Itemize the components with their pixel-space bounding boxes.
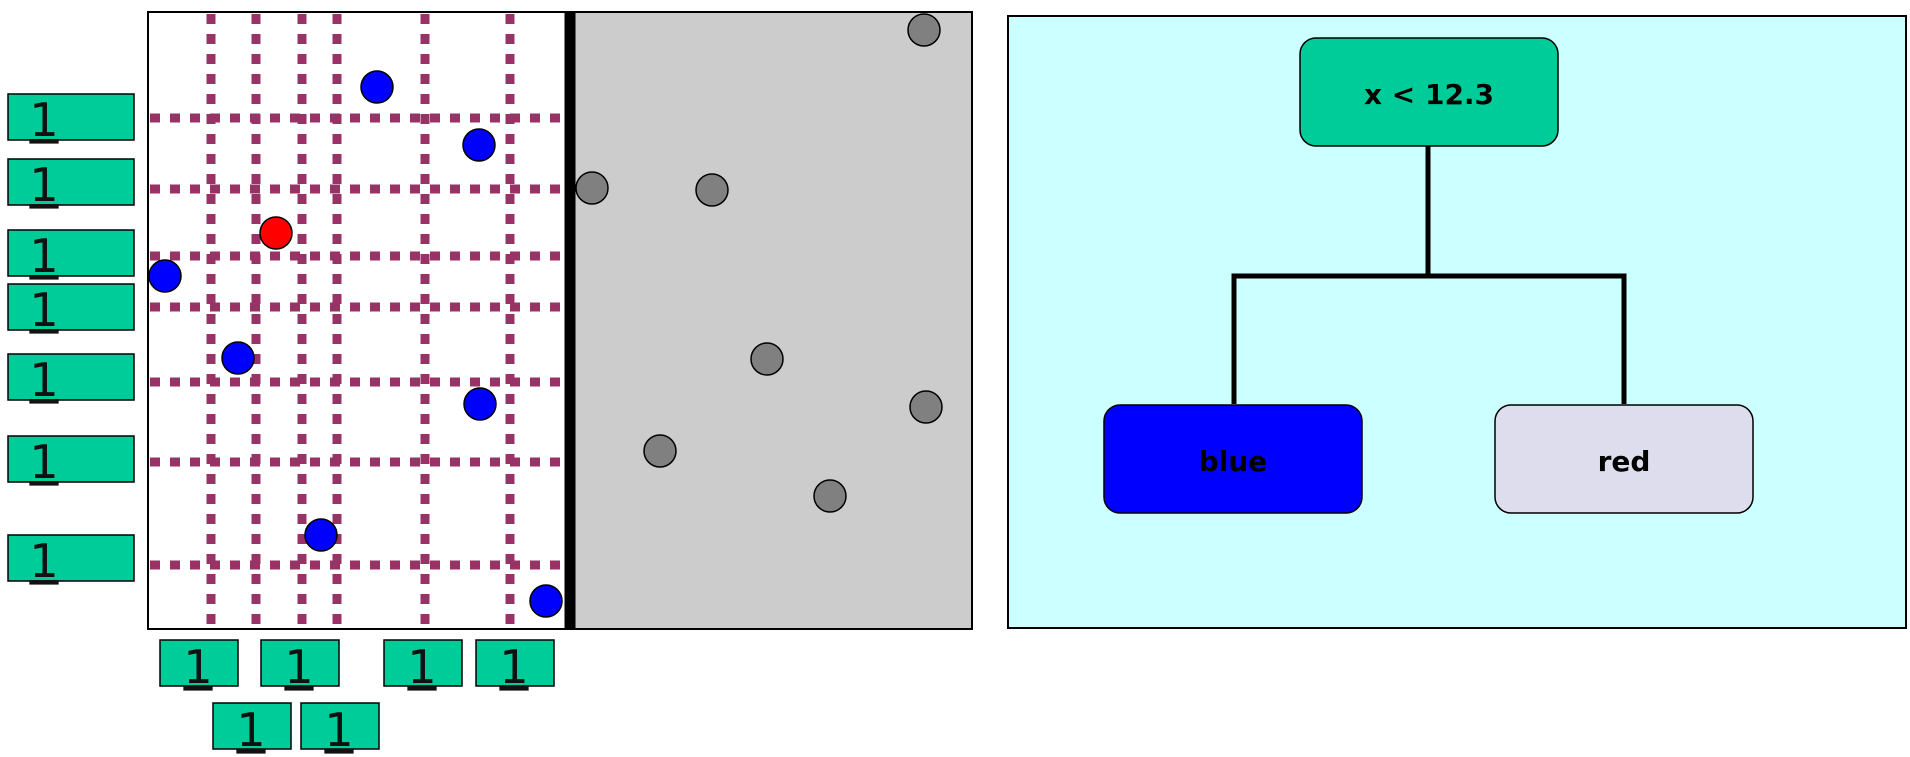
split-candidate-grid xyxy=(150,14,562,627)
column-counter-value: 1 xyxy=(324,703,353,757)
column-counter-value: 1 xyxy=(284,640,313,694)
tree-right-leaf xyxy=(1494,404,1754,514)
column-counter-box xyxy=(159,639,239,687)
row-counter-value: 1 xyxy=(29,353,58,407)
row-counter-box xyxy=(7,158,135,206)
column-counter-box xyxy=(260,639,340,687)
column-counter-value: 1 xyxy=(183,640,212,694)
data-points xyxy=(148,13,943,618)
tree-left-leaf-label: blue xyxy=(1199,445,1268,478)
data-point-gray xyxy=(907,13,941,47)
column-counter-box xyxy=(212,702,292,750)
row-counter-value: 1 xyxy=(29,534,58,588)
row-counter-box xyxy=(7,435,135,483)
data-point-blue xyxy=(463,387,497,421)
column-counter-value: 1 xyxy=(407,640,436,694)
data-point-gray xyxy=(695,173,729,207)
scatter-plot xyxy=(147,11,973,630)
data-point-blue xyxy=(304,518,338,552)
data-point-blue xyxy=(221,341,255,375)
data-point-blue xyxy=(462,128,496,162)
data-point-gray xyxy=(909,390,943,424)
data-point-blue xyxy=(360,70,394,104)
tree-left-leaf xyxy=(1103,404,1363,514)
data-point-gray xyxy=(643,434,677,468)
decision-tree-panel: x < 12.3 blue red xyxy=(1007,15,1907,629)
tree-right-leaf-label: red xyxy=(1598,445,1651,478)
row-counter-box xyxy=(7,229,135,277)
plot-right-region xyxy=(569,11,973,630)
row-counter-box xyxy=(7,93,135,141)
column-counter-box xyxy=(475,639,555,687)
data-point-gray xyxy=(750,342,784,376)
row-counter-box xyxy=(7,353,135,401)
data-point-gray xyxy=(575,171,609,205)
data-point-red xyxy=(259,216,293,250)
row-counter-value: 1 xyxy=(29,283,58,337)
column-counter-box xyxy=(300,702,380,750)
row-counter-value: 1 xyxy=(29,435,58,489)
tree-root-node xyxy=(1299,37,1559,147)
data-point-blue xyxy=(529,584,563,618)
row-counter-value: 1 xyxy=(29,93,58,147)
tree-root-label: x < 12.3 xyxy=(1364,78,1494,111)
row-counter-box xyxy=(7,283,135,331)
column-counter-value: 1 xyxy=(236,703,265,757)
row-counter-value: 1 xyxy=(29,158,58,212)
column-counters: 1 1 1 11 1 xyxy=(159,639,555,757)
column-counter-box xyxy=(383,639,463,687)
row-counter-box xyxy=(7,534,135,582)
row-counter-value: 1 xyxy=(29,229,58,283)
data-point-blue xyxy=(148,259,182,293)
data-point-gray xyxy=(813,479,847,513)
column-counter-value: 1 xyxy=(499,640,528,694)
tree-edge-branches xyxy=(1231,273,1627,404)
